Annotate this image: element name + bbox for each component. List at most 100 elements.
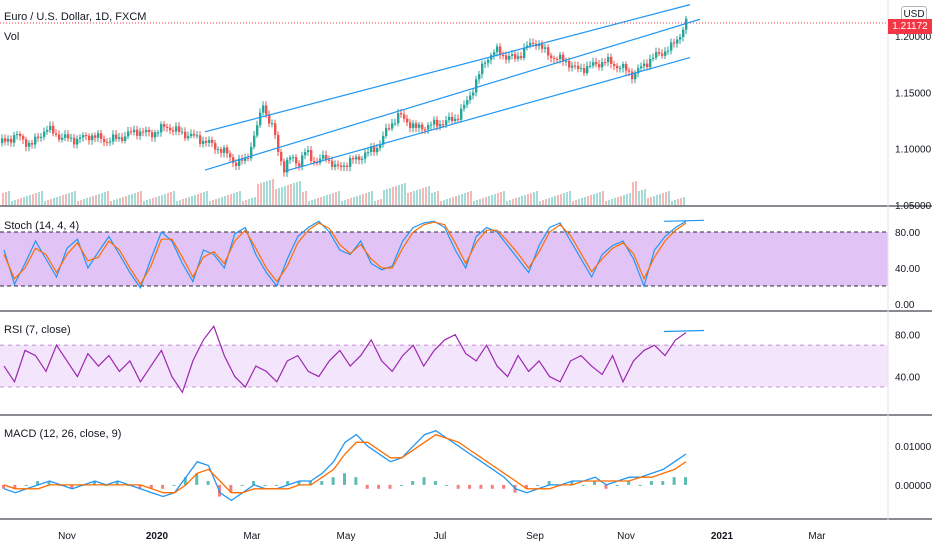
- volume-bar: [443, 200, 445, 205]
- candle-body: [526, 45, 529, 48]
- candle-body: [46, 130, 49, 132]
- volume-bar: [59, 196, 61, 205]
- volume-bar: [317, 198, 319, 205]
- volume-bar: [155, 197, 157, 205]
- candle-body: [115, 134, 118, 139]
- macd-histogram-bar: [627, 481, 631, 485]
- volume-bar: [164, 194, 166, 205]
- candle-body: [634, 73, 637, 80]
- volume-bar: [641, 190, 643, 205]
- volume-bar: [230, 194, 232, 205]
- macd-histogram-bar: [263, 484, 267, 486]
- macd-pane[interactable]: [2, 429, 687, 502]
- macd-histogram-bar: [433, 481, 437, 485]
- candle-body: [391, 123, 394, 129]
- chart-title: Euro / U.S. Dollar, 1D, FXCM: [4, 11, 146, 23]
- candle-body: [493, 52, 496, 56]
- rsi-pane[interactable]: [0, 325, 888, 394]
- volume-bar: [575, 200, 577, 205]
- macd-histogram-bar: [445, 484, 449, 486]
- volume-bar: [494, 194, 496, 205]
- volume-bar: [458, 195, 460, 205]
- volume-bar: [587, 196, 589, 205]
- volume-bar: [608, 200, 610, 205]
- candle-body: [562, 54, 565, 62]
- candle-body: [640, 66, 643, 69]
- macd-histogram-bar: [604, 484, 608, 489]
- volume-bar: [20, 198, 22, 205]
- candle-body: [619, 67, 622, 69]
- volume-bar: [395, 186, 397, 205]
- candle-body: [142, 131, 145, 133]
- trend-marker-line: [663, 219, 705, 222]
- candle-body: [49, 125, 52, 131]
- candle-body: [439, 124, 442, 127]
- volume-bar: [314, 199, 316, 205]
- candle-body: [214, 142, 217, 150]
- volume-bar: [485, 197, 487, 205]
- candle-body: [421, 124, 424, 130]
- candle-body: [388, 128, 391, 130]
- volume-bar: [500, 192, 502, 205]
- candle-body: [451, 116, 454, 122]
- macd-tick-label: 0.01000: [895, 442, 932, 453]
- volume-bar: [197, 194, 199, 205]
- volume-bar: [380, 199, 382, 205]
- candle-body: [607, 56, 610, 63]
- volume-bar: [647, 198, 649, 205]
- macd-histogram-bar: [524, 484, 528, 489]
- volume-bar: [242, 201, 244, 205]
- macd-histogram-bar: [547, 481, 551, 485]
- candle-body: [409, 122, 412, 129]
- candle-body: [553, 58, 556, 60]
- volume-bar: [89, 197, 91, 205]
- volume-bar: [545, 199, 547, 205]
- candle-body: [610, 56, 613, 64]
- candle-body: [172, 130, 175, 132]
- volume-bar: [569, 191, 571, 205]
- volume-bar: [8, 191, 10, 205]
- volume-bar: [128, 195, 130, 205]
- macd-histogram-bar: [161, 484, 165, 489]
- macd-line: [3, 429, 687, 502]
- price-tick-label: 1.20000: [895, 32, 932, 43]
- candle-body: [601, 62, 604, 68]
- candle-body: [358, 156, 361, 160]
- candle-body: [445, 120, 448, 125]
- candle-body: [574, 65, 577, 67]
- candle-body: [349, 158, 352, 167]
- macd-histogram-bar: [343, 473, 346, 485]
- volume-bar: [62, 195, 64, 205]
- volume-bar: [41, 191, 43, 205]
- volume-bar: [563, 193, 565, 205]
- candle-body: [370, 146, 373, 152]
- macd-histogram-bar: [365, 484, 369, 489]
- macd-histogram-bar: [252, 481, 256, 485]
- candle-body: [37, 136, 40, 138]
- candle-body: [31, 143, 34, 145]
- candle-body: [517, 56, 520, 59]
- volume-bar: [74, 191, 76, 205]
- macd-histogram-bar: [138, 484, 142, 489]
- volume-bar: [101, 193, 103, 205]
- volume-bar: [95, 195, 97, 205]
- x-tick-label: Mar: [808, 531, 826, 542]
- candle-body: [430, 124, 433, 126]
- volume-bar: [353, 197, 355, 205]
- volume-bar: [65, 194, 67, 205]
- stoch-pane[interactable]: [0, 219, 888, 290]
- candle-body: [448, 116, 451, 121]
- volume-bar: [599, 192, 601, 205]
- volume-bar: [644, 189, 646, 205]
- candle-body: [322, 155, 325, 159]
- volume-bar: [536, 191, 538, 205]
- price-pane[interactable]: [0, 4, 888, 205]
- stoch-tick-label: 0.00: [895, 300, 915, 311]
- macd-histogram-bar: [92, 481, 96, 485]
- macd-histogram-bar: [536, 484, 540, 486]
- rsi-tick-label: 40.00: [895, 373, 920, 384]
- volume-bar: [614, 198, 616, 205]
- volume-bar: [488, 196, 490, 205]
